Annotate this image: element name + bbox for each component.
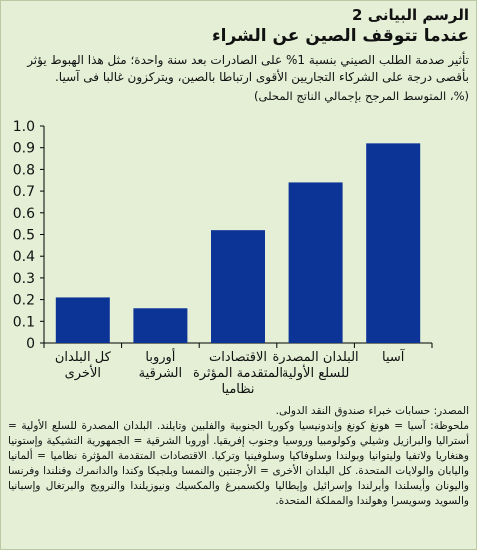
source-note: المصدر: حسابات خبراء صندوق النقد الدولى.: [275, 405, 469, 417]
unit-note: (%، المتوسط المرجح بإجمالي الناتج المحلى…: [254, 89, 469, 103]
y-tick-label: 0.8: [13, 162, 35, 178]
y-tick-label: 0.5: [13, 228, 35, 244]
y-tick-label: 0.6: [13, 206, 35, 222]
x-tick-label: آسيا: [382, 348, 406, 365]
bar: [55, 297, 110, 343]
x-tick-label: الأخرى: [65, 364, 101, 381]
footnote: ملحوظة: آسيا = هونغ كونغ وإندونيسيا وكور…: [8, 420, 469, 507]
y-tick-label: 0.9: [13, 141, 35, 157]
y-tick-label: 0.3: [13, 271, 35, 287]
x-tick-label: الاقتصادات: [209, 350, 267, 365]
x-tick-label: المتقدمة المؤثرة: [193, 366, 283, 381]
y-tick-label: 0.7: [13, 184, 35, 200]
bar-chart: 0 0.1 0.2 0.3 0.4 0.5 0.6 0.7 0.8 0.9 1.0 آسيا البلد…: [13, 119, 433, 397]
y-tick-label: 0: [26, 336, 35, 352]
figure-footer: المصدر: حسابات خبراء صندوق النقد الدولى.…: [8, 404, 469, 509]
figure-header: الرسم البيانى 2 عندما تتوقف الصين عن الش…: [8, 6, 469, 104]
x-tick-label: الشرقية: [139, 366, 182, 381]
bar: [133, 308, 188, 343]
x-tick-label: البلدان المصدرة: [272, 350, 358, 365]
x-tick-label: للسلع الأولية: [282, 364, 349, 381]
y-tick-label: 0.4: [13, 249, 35, 265]
y-tick-label: 1.0: [13, 119, 35, 135]
y-tick-label: 0.2: [13, 293, 35, 309]
x-tick-label: أوروبا: [145, 348, 175, 365]
y-tick-label: 0.1: [13, 314, 35, 330]
x-tick-label: كل البلدان: [55, 350, 112, 365]
figure-label: الرسم البيانى 2: [352, 6, 469, 24]
bar: [288, 182, 343, 343]
figure-description: تأثير صدمة الطلب الصيني بنسبة 1% على الص…: [27, 53, 469, 84]
bar: [366, 143, 421, 343]
bar: [211, 230, 265, 343]
x-tick-label: نظاميا: [221, 382, 254, 397]
figure-title: عندما تتوقف الصين عن الشراء: [211, 26, 469, 46]
